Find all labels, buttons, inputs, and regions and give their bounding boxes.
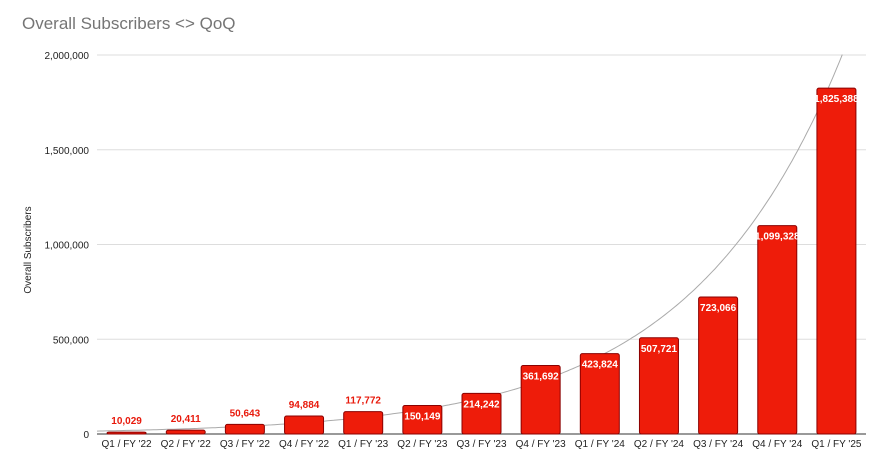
bar xyxy=(343,411,384,435)
data-label: 117,772 xyxy=(345,396,381,407)
data-label: 507,721 xyxy=(641,344,678,355)
chart-title: Overall Subscribers <> QoQ xyxy=(22,14,236,33)
x-tick-label: Q1 / FY '22 xyxy=(102,439,153,450)
data-label: 20,411 xyxy=(171,414,201,425)
data-label: 1,099,328 xyxy=(755,232,800,243)
data-label: 1,825,388 xyxy=(814,94,859,105)
y-tick-label: 0 xyxy=(83,430,89,441)
bar xyxy=(106,431,147,435)
x-axis-ticks: Q1 / FY '22 Q2 / FY '22 Q3 / FY '22 Q4 / FY… xyxy=(102,439,862,450)
x-tick-label: Q4 / FY '24 xyxy=(752,439,803,450)
y-axis-ticks: 0 500,000 1,000,000 1,500,000 2,000,000 xyxy=(45,51,90,441)
data-label: 10,029 xyxy=(111,416,142,427)
y-tick-label: 1,000,000 xyxy=(45,241,90,252)
x-tick-label: Q2 / FY '23 xyxy=(397,439,448,450)
x-tick-label: Q1 / FY '23 xyxy=(338,439,389,450)
bars xyxy=(106,87,857,435)
x-tick-label: Q2 / FY '22 xyxy=(161,439,212,450)
bar xyxy=(224,423,265,435)
y-tick-label: 500,000 xyxy=(53,335,90,346)
bar xyxy=(757,225,798,435)
x-tick-label: Q1 / FY '24 xyxy=(575,439,626,450)
x-tick-label: Q4 / FY '23 xyxy=(516,439,567,450)
data-label: 361,692 xyxy=(523,371,560,382)
data-label: 214,242 xyxy=(463,399,500,410)
data-label: 423,824 xyxy=(582,360,619,371)
y-axis-title: Overall Subscribers xyxy=(23,206,34,293)
data-label: 150,149 xyxy=(404,412,441,423)
bar xyxy=(816,87,857,435)
bar xyxy=(520,364,561,435)
bar xyxy=(284,415,325,435)
x-tick-label: Q3 / FY '23 xyxy=(456,439,507,450)
data-label: 94,884 xyxy=(289,400,320,411)
x-tick-label: Q2 / FY '24 xyxy=(634,439,685,450)
y-tick-label: 1,500,000 xyxy=(45,146,90,157)
bar xyxy=(638,337,679,435)
value-labels: 10,029 20,411 50,643 94,884 117,772 150,149 21… xyxy=(111,94,859,427)
x-tick-label: Q1 / FY '25 xyxy=(811,439,862,450)
x-tick-label: Q3 / FY '24 xyxy=(693,439,744,450)
y-tick-label: 2,000,000 xyxy=(45,51,90,62)
bar xyxy=(579,353,620,435)
x-tick-label: Q3 / FY '22 xyxy=(220,439,271,450)
data-label: 50,643 xyxy=(230,408,261,419)
bar xyxy=(698,296,739,435)
bar xyxy=(461,392,502,435)
bar xyxy=(402,405,443,435)
bar xyxy=(165,429,206,435)
data-label: 723,066 xyxy=(700,303,737,314)
x-tick-label: Q4 / FY '22 xyxy=(279,439,330,450)
grid-lines xyxy=(97,54,866,435)
